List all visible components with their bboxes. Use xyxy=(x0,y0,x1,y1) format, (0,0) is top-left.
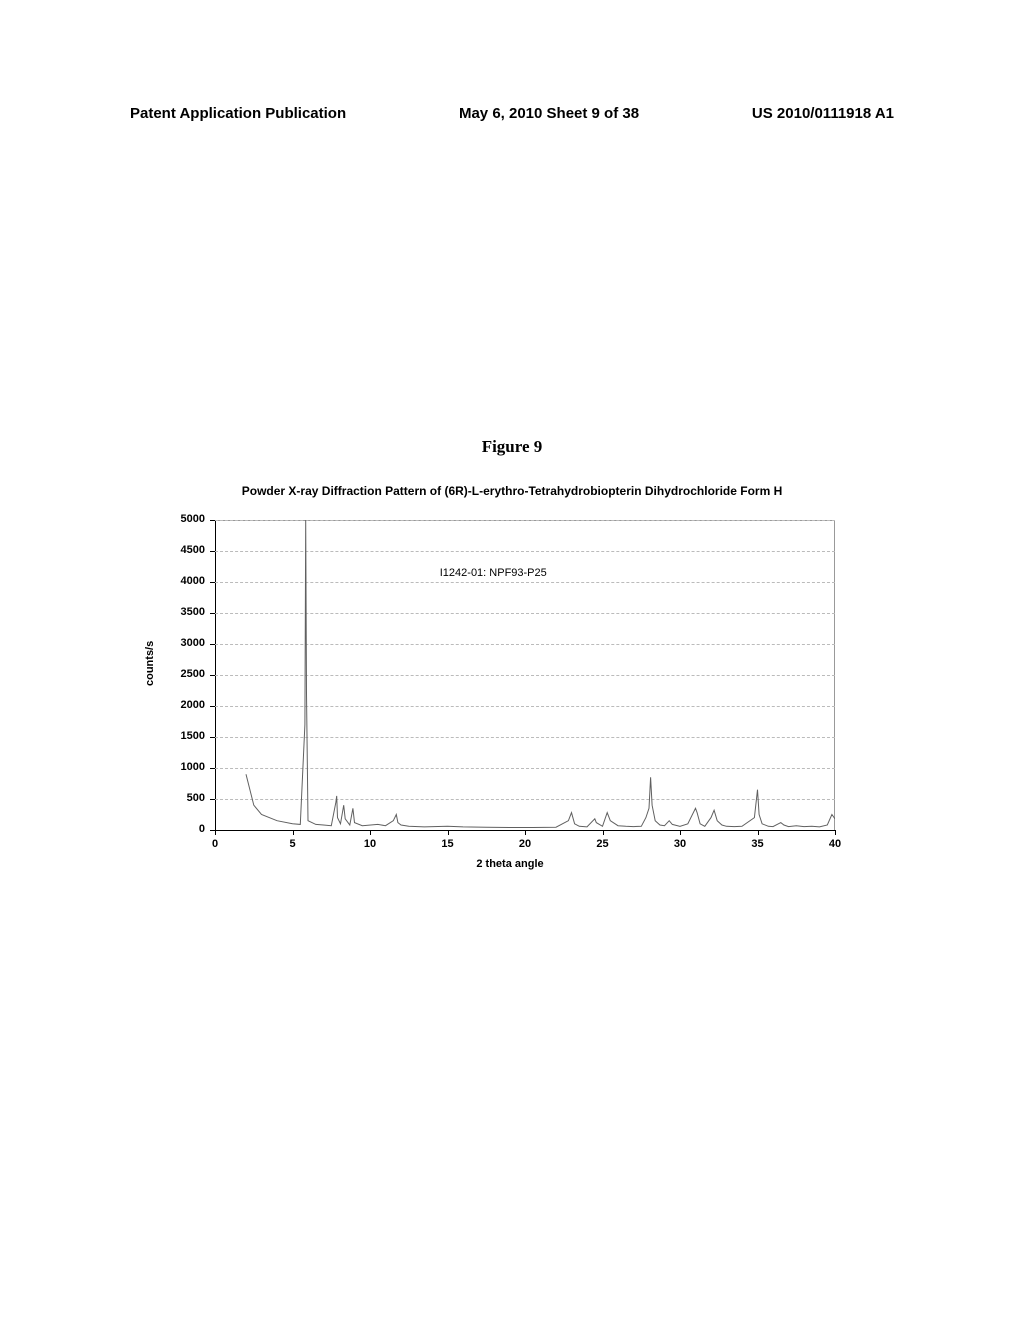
y-tick-label: 4000 xyxy=(165,575,205,587)
x-tick-label: 5 xyxy=(278,838,308,850)
x-tick-mark xyxy=(370,830,371,835)
header-publication-type: Patent Application Publication xyxy=(130,105,346,122)
y-tick-label: 4500 xyxy=(165,544,205,556)
y-tick-label: 5000 xyxy=(165,513,205,525)
chart-title: Powder X-ray Diffraction Pattern of (6R)… xyxy=(242,484,783,498)
x-tick-mark xyxy=(525,830,526,835)
x-tick-label: 25 xyxy=(588,838,618,850)
x-tick-label: 40 xyxy=(820,838,850,850)
x-tick-label: 0 xyxy=(200,838,230,850)
x-tick-mark xyxy=(835,830,836,835)
x-tick-mark xyxy=(448,830,449,835)
y-tick-label: 2500 xyxy=(165,668,205,680)
y-tick-label: 1000 xyxy=(165,761,205,773)
x-tick-label: 20 xyxy=(510,838,540,850)
x-tick-label: 30 xyxy=(665,838,695,850)
x-axis-label: 2 theta angle xyxy=(476,858,543,870)
page-header: Patent Application Publication May 6, 20… xyxy=(0,105,1024,122)
x-tick-mark xyxy=(293,830,294,835)
y-tick-label: 3000 xyxy=(165,637,205,649)
y-tick-label: 3500 xyxy=(165,606,205,618)
y-tick-label: 2000 xyxy=(165,699,205,711)
x-tick-mark xyxy=(758,830,759,835)
x-tick-mark xyxy=(215,830,216,835)
x-tick-label: 15 xyxy=(433,838,463,850)
header-date-sheet: May 6, 2010 Sheet 9 of 38 xyxy=(459,105,639,122)
xrd-diffraction-line xyxy=(215,520,835,830)
figure-label: Figure 9 xyxy=(482,437,543,457)
x-tick-mark xyxy=(603,830,604,835)
x-tick-label: 10 xyxy=(355,838,385,850)
header-publication-number: US 2010/0111918 A1 xyxy=(752,105,894,122)
y-axis-label: counts/s xyxy=(144,641,156,686)
y-tick-label: 1500 xyxy=(165,730,205,742)
y-tick-label: 500 xyxy=(165,792,205,804)
y-tick-label: 0 xyxy=(165,823,205,835)
chart-container: 0 500 1000 1500 2000 2500 3000 3500 4000 4500 5000… xyxy=(160,510,860,880)
x-tick-mark xyxy=(680,830,681,835)
x-tick-label: 35 xyxy=(743,838,773,850)
